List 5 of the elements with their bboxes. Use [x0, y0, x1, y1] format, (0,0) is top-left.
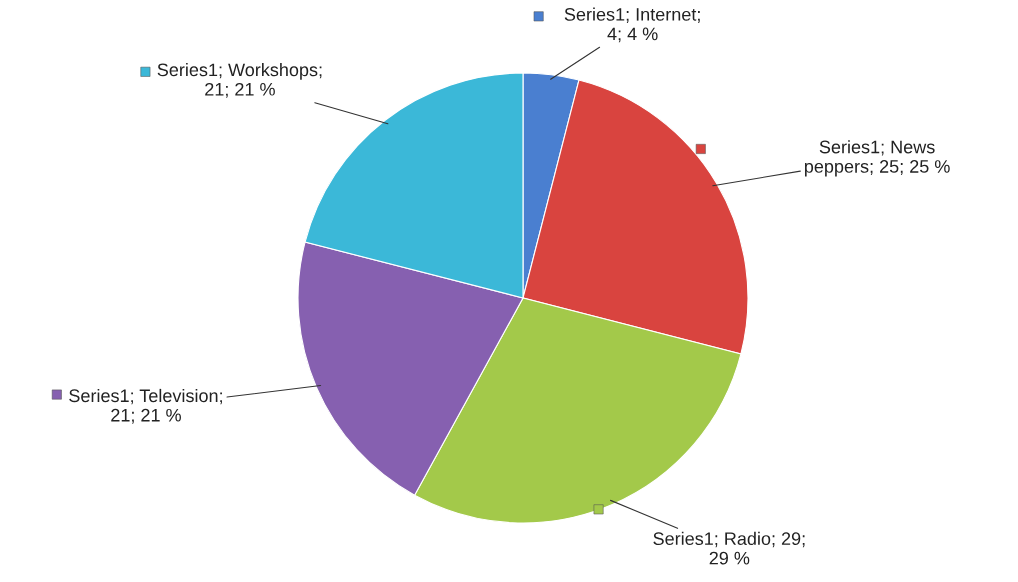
legend-label: Series1; Workshops; 21; 21 %	[157, 62, 322, 98]
legend-label: Series1; Television; 21; 21 %	[69, 388, 222, 424]
slice-label: Series1; News peppers; 25; 25 %	[804, 140, 950, 177]
legend-label: Series1; Internet; 4; 4 %	[564, 7, 700, 43]
slice-label: Series1; Radio; 29; 29 %	[653, 531, 805, 565]
